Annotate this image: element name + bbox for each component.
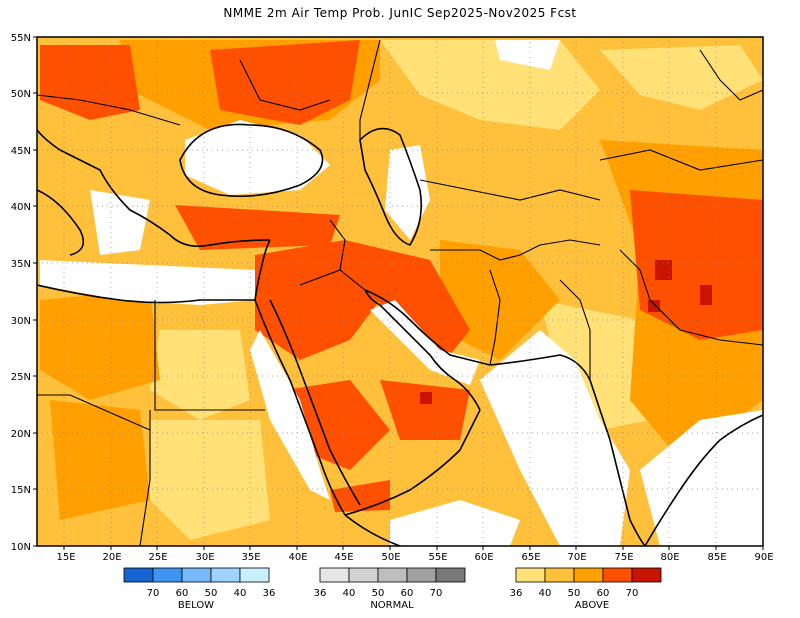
swatch-above-60 — [602, 567, 633, 583]
normal-label: 36 — [314, 588, 327, 599]
above-label: 50 — [568, 588, 581, 599]
lat-label: 30N — [11, 316, 31, 327]
lon-label: 75E — [614, 552, 633, 563]
normal-label: 50 — [372, 588, 385, 599]
swatch-below-60 — [152, 567, 183, 583]
below-label: 40 — [234, 588, 247, 599]
coastlines — [37, 123, 763, 546]
lat-label: 55N — [11, 33, 31, 44]
above-label: 70 — [626, 588, 639, 599]
lat-label: 15N — [11, 485, 31, 496]
below-label: 50 — [205, 588, 218, 599]
below-label: 70 — [147, 588, 160, 599]
above-title: ABOVE — [575, 600, 609, 611]
lon-label: 30E — [195, 552, 214, 563]
above-label: 60 — [597, 588, 610, 599]
graticule — [37, 37, 763, 546]
map-frame — [36, 36, 764, 547]
normal-label: 70 — [430, 588, 443, 599]
colorbar-normal — [319, 567, 466, 583]
swatch-below-36 — [239, 567, 270, 583]
above-label: 36 — [510, 588, 523, 599]
lat-label: 35N — [11, 259, 31, 270]
lon-label: 25E — [148, 552, 167, 563]
swatch-above-40 — [544, 567, 575, 583]
lat-label: 50N — [11, 89, 31, 100]
swatch-below-40 — [210, 567, 241, 583]
above-label: 40 — [539, 588, 552, 599]
swatch-normal-70 — [435, 567, 466, 583]
lat-label: 25N — [11, 372, 31, 383]
lat-label: 40N — [11, 202, 31, 213]
lon-label: 50E — [381, 552, 400, 563]
normal-label: 40 — [343, 588, 356, 599]
below-label: 60 — [176, 588, 189, 599]
lon-label: 20E — [102, 552, 121, 563]
colorbar-below — [123, 567, 270, 583]
lon-label: 60E — [474, 552, 493, 563]
lon-label: 70E — [567, 552, 586, 563]
swatch-below-50 — [181, 567, 212, 583]
normal-title: NORMAL — [370, 600, 414, 611]
lat-label: 10N — [11, 542, 31, 553]
swatch-above-36 — [515, 567, 546, 583]
lat-label: 20N — [11, 429, 31, 440]
lon-label: 40E — [288, 552, 307, 563]
lon-label: 35E — [241, 552, 260, 563]
normal-label: 60 — [401, 588, 414, 599]
lon-label: 85E — [707, 552, 726, 563]
swatch-normal-36 — [319, 567, 350, 583]
lon-label: 15E — [56, 552, 75, 563]
swatch-above-70 — [631, 567, 662, 583]
swatch-above-50 — [573, 567, 604, 583]
lon-label: 65E — [521, 552, 540, 563]
below-label: 36 — [263, 588, 276, 599]
swatch-below-70 — [123, 567, 154, 583]
swatch-normal-40 — [348, 567, 379, 583]
colorbar-above — [515, 567, 662, 583]
lon-label: 80E — [660, 552, 679, 563]
below-title: BELOW — [178, 600, 214, 611]
swatch-normal-50 — [377, 567, 408, 583]
lon-label: 55E — [428, 552, 447, 563]
map-title: NMME 2m Air Temp Prob. JunIC Sep2025-Nov… — [223, 6, 577, 20]
lat-label: 45N — [11, 146, 31, 157]
lon-label: 45E — [334, 552, 353, 563]
lon-label: 90E — [754, 552, 773, 563]
swatch-normal-60 — [406, 567, 437, 583]
probability-fill — [37, 37, 763, 546]
